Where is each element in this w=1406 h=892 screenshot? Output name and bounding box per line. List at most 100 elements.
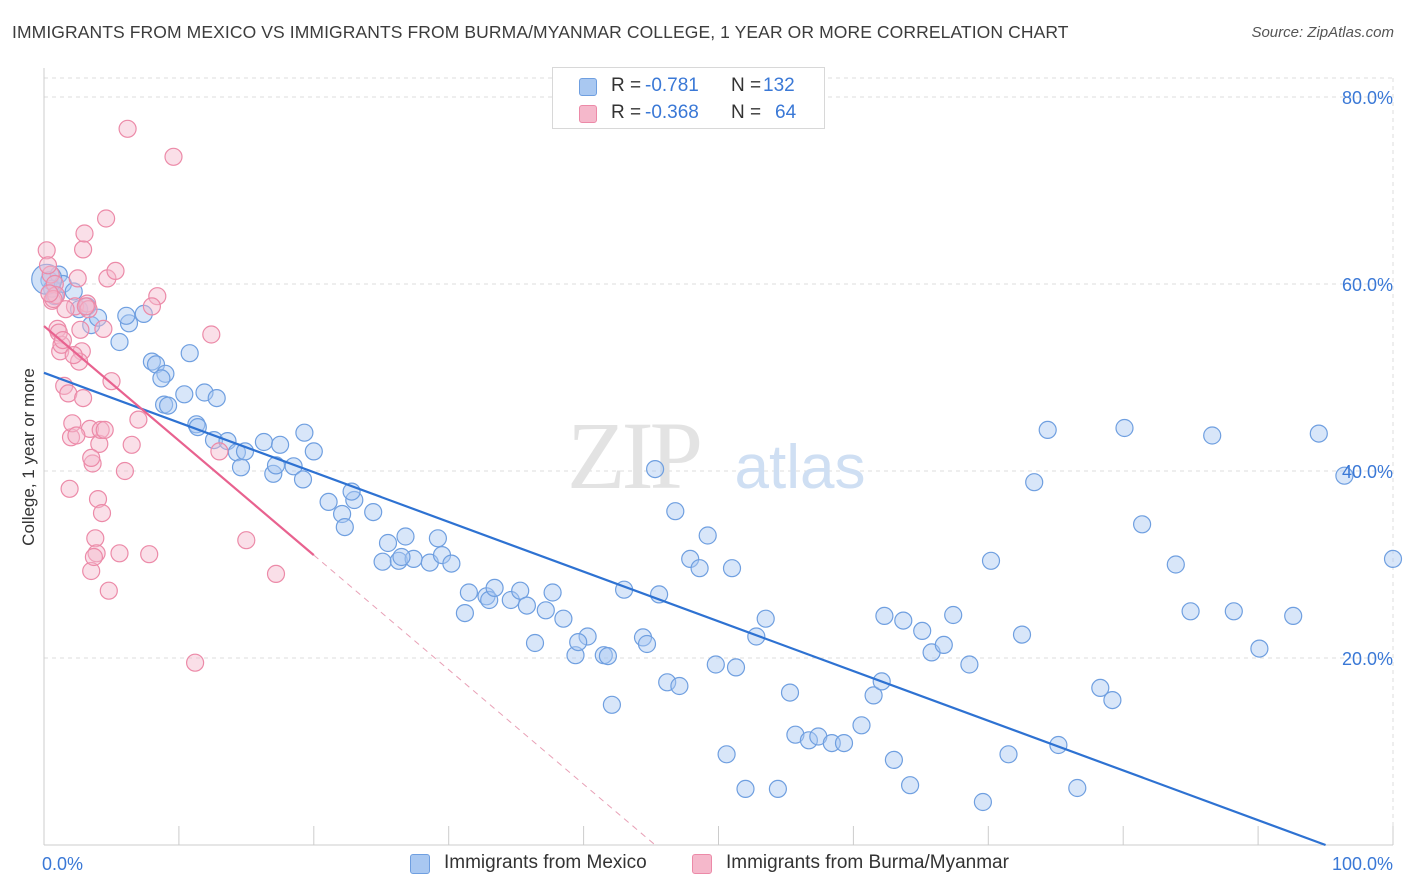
mexico-point xyxy=(364,502,383,522)
mexico-point xyxy=(204,431,224,450)
burma-point xyxy=(92,503,112,523)
mexico-point xyxy=(373,552,392,571)
mexico-point xyxy=(1038,420,1057,439)
y-axis-label: College, 1 year or more xyxy=(19,368,38,546)
mexico-point xyxy=(254,432,273,452)
x-tick-label-max: 100.0% xyxy=(1332,854,1393,874)
burma-point xyxy=(82,448,101,467)
mexico-point xyxy=(1132,515,1152,534)
burma-point xyxy=(115,461,135,481)
mexico-point xyxy=(442,554,461,573)
mexico-point xyxy=(235,442,255,461)
burma-point xyxy=(106,261,125,280)
mexico-point xyxy=(875,606,894,626)
mexico-point xyxy=(1309,424,1328,443)
burma-point xyxy=(266,564,286,584)
burma-n-value: 64 xyxy=(775,102,797,123)
mexico-point xyxy=(934,635,953,655)
mexico-point xyxy=(152,369,171,388)
r-label: R = xyxy=(611,102,642,123)
burma-point xyxy=(129,410,148,429)
burma-point xyxy=(110,544,129,563)
burma-point xyxy=(79,300,98,319)
burma-point xyxy=(38,256,58,275)
mexico-legend-swatch xyxy=(410,854,430,874)
burma-point xyxy=(75,224,94,243)
correlation-legend: R = -0.781 N = 132 R = -0.368 N = 64 xyxy=(552,67,825,129)
mexico-point xyxy=(1091,678,1110,698)
burma-swatch xyxy=(579,105,597,123)
mexico-point xyxy=(207,389,226,408)
burma-point xyxy=(40,284,59,303)
burma-point xyxy=(122,435,141,454)
burma-point xyxy=(56,300,75,319)
burma-r-value: -0.368 xyxy=(645,102,699,123)
mexico-n-value: 132 xyxy=(763,75,795,96)
mexico-point xyxy=(780,683,800,702)
mexico-point xyxy=(726,658,746,677)
mexico-point xyxy=(578,627,597,646)
burma-point xyxy=(71,320,90,339)
mexico-point xyxy=(768,779,788,799)
burma-point xyxy=(60,479,79,498)
mexico-point xyxy=(554,609,573,628)
mexico-point xyxy=(670,676,689,696)
mexico-point xyxy=(900,776,920,795)
mexico-point xyxy=(999,745,1018,764)
mexico-point xyxy=(1012,625,1032,644)
mexico-point xyxy=(511,581,530,600)
mexico-point xyxy=(569,632,588,652)
y-tick-label: 40.0% xyxy=(1342,462,1393,482)
burma-point xyxy=(84,547,104,567)
r-label: R = xyxy=(611,75,642,96)
mexico-point xyxy=(175,385,194,404)
mexico-point xyxy=(271,435,290,454)
burma-legend-swatch xyxy=(692,854,712,874)
mexico-point xyxy=(645,460,665,479)
mexico-point xyxy=(666,502,685,521)
x-tick-label-min: 0.0% xyxy=(42,854,83,874)
burma-point xyxy=(95,420,114,439)
mexico-point xyxy=(1025,473,1044,492)
mexico-point xyxy=(973,792,993,812)
mexico-swatch xyxy=(579,78,597,96)
mexico-point xyxy=(304,442,323,461)
mexico-point xyxy=(913,621,932,641)
mexico-point xyxy=(455,603,474,623)
burma-point xyxy=(68,269,87,288)
mexico-point xyxy=(799,731,819,750)
mexico-point xyxy=(501,590,520,610)
burma-trend-line xyxy=(43,325,315,556)
burma-point xyxy=(99,581,118,600)
mexico-point xyxy=(1335,466,1354,485)
mexico-point xyxy=(1383,549,1403,569)
burma-point xyxy=(86,529,105,548)
burma-point xyxy=(76,297,95,316)
trend-lines xyxy=(43,325,1326,847)
mexico-point xyxy=(110,332,129,352)
mexico-point xyxy=(159,396,178,415)
burma-point xyxy=(118,119,137,138)
mexico-point xyxy=(1224,602,1243,621)
mexico-point xyxy=(736,779,755,799)
mexico-point xyxy=(319,492,338,511)
mexico-point xyxy=(459,583,478,602)
mexico-point xyxy=(756,609,775,628)
mexico-point xyxy=(1250,639,1269,658)
mexico-point xyxy=(485,578,504,598)
burma-trend-extension xyxy=(313,554,656,846)
mexico-point xyxy=(1103,690,1122,710)
y-tick-label: 80.0% xyxy=(1342,88,1393,108)
mexico-point xyxy=(786,725,805,744)
mexico-point xyxy=(146,355,166,374)
mexico-point xyxy=(960,655,979,674)
mexico-point xyxy=(293,470,313,489)
mexico-point xyxy=(1181,602,1200,621)
burma-point xyxy=(148,287,167,306)
mexico-point xyxy=(392,547,411,567)
burma-point xyxy=(202,325,221,344)
burma-point xyxy=(91,420,110,439)
burma-point xyxy=(210,442,229,461)
mexico-point xyxy=(864,686,883,705)
mexico-point xyxy=(117,306,136,325)
